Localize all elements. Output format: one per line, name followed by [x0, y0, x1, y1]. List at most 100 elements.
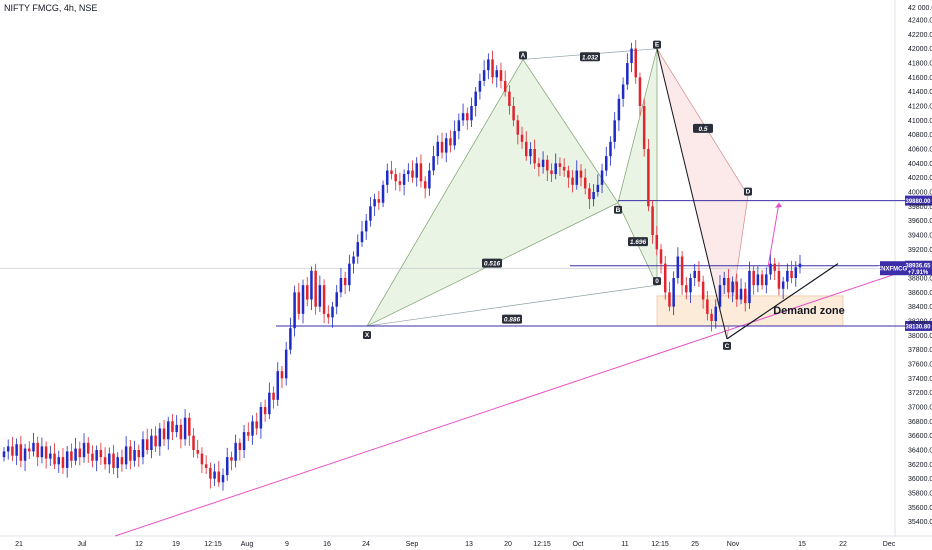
pattern-point-badge — [653, 40, 661, 49]
y-tick-label: 38800.00 — [908, 276, 932, 283]
pattern-point-badge — [653, 277, 661, 286]
x-tick-label: Sep — [406, 541, 419, 548]
y-tick-label: 40600.00 — [908, 147, 932, 154]
candle-body — [659, 249, 663, 264]
candle-body — [537, 163, 541, 167]
candle-body — [478, 80, 482, 92]
candle-body — [748, 270, 751, 304]
x-tick-label: 11 — [621, 541, 628, 548]
y-tick-label: 38400.00 — [908, 304, 932, 311]
candle-body — [116, 457, 119, 468]
y-tick-label: 38600.00 — [908, 290, 932, 297]
harmonic-bce — [617, 48, 658, 286]
candle-body — [280, 371, 284, 379]
candle-body — [592, 192, 595, 200]
current-change: +7.91% — [908, 270, 929, 276]
candle-body — [221, 475, 225, 483]
candle-body — [743, 288, 747, 304]
x-tick-label: Aug — [241, 541, 254, 548]
candle-body — [369, 206, 372, 221]
candle-body — [609, 141, 612, 157]
ratio-badge — [628, 237, 648, 247]
candle-body — [642, 106, 646, 149]
candle-body — [327, 313, 330, 318]
y-tick-label: 36000.00 — [908, 476, 932, 483]
candle-body — [120, 457, 124, 465]
candle-body — [756, 274, 760, 286]
candle-body — [516, 120, 520, 135]
candle-body — [255, 421, 258, 429]
candle-body — [626, 63, 629, 85]
pattern-point-badge — [614, 205, 622, 214]
candle-body — [200, 453, 204, 465]
ratio-badge — [580, 52, 600, 62]
candle-body — [495, 70, 499, 78]
candle-body — [356, 242, 360, 257]
pattern-point-label: X — [365, 332, 370, 339]
y-tick-label: 40800.00 — [908, 132, 932, 139]
candle-body — [714, 306, 718, 321]
candle-body — [78, 448, 82, 458]
candle-body — [234, 442, 237, 461]
candle-body — [373, 199, 376, 207]
current-value: 38936.65 — [905, 264, 931, 270]
candle-body — [251, 421, 254, 436]
pattern-point-badge — [744, 187, 752, 196]
level-badge — [905, 195, 932, 206]
candle-body — [596, 184, 600, 192]
candle-body — [765, 274, 768, 286]
candle-body — [61, 457, 65, 468]
candle-body — [541, 159, 545, 167]
y-tick-label: 37200.00 — [908, 390, 932, 397]
pattern-point-label: C — [725, 343, 730, 350]
candle-body — [680, 256, 684, 286]
y-tick-label: 39600.00 — [908, 218, 932, 225]
candle-body — [668, 292, 671, 307]
candle-body — [605, 156, 608, 171]
y-tick-label: 37000.00 — [908, 405, 932, 412]
candle-body — [331, 306, 334, 318]
candle-body — [663, 263, 667, 293]
y-top-label: 42 000.00 — [908, 5, 932, 12]
demand-zone-label: Demand zone — [773, 305, 845, 317]
candle-body — [423, 181, 427, 189]
candle-body — [272, 392, 275, 400]
harmonic-xab — [366, 58, 619, 327]
chart-title: NIFTY FMCG, 4h, NSE — [4, 3, 98, 13]
candle-body — [133, 450, 136, 461]
candle-body — [318, 285, 322, 307]
level-badge-label: 39880.00 — [905, 199, 931, 205]
candle-body — [651, 206, 654, 235]
candle-body — [701, 281, 705, 300]
y-tick-label: 39800.00 — [908, 204, 932, 211]
candle-body — [188, 417, 191, 436]
candle-body — [154, 435, 157, 447]
candle-body — [722, 278, 726, 286]
y-tick-label: 35800.00 — [908, 491, 932, 498]
candle-body — [440, 141, 444, 153]
target-arrow-line — [767, 202, 780, 268]
candle-body — [364, 220, 368, 232]
ratio-badge — [502, 314, 522, 324]
ratio-label: 1.032 — [582, 54, 599, 61]
pattern-point-badge — [363, 331, 371, 340]
candle-body — [352, 256, 355, 264]
x-tick-label: 12 — [135, 541, 143, 548]
candle-body — [621, 84, 625, 99]
y-tick-label: 37800.00 — [908, 347, 932, 354]
y-tick-label: 42200.00 — [908, 32, 932, 39]
candle-body — [693, 270, 696, 278]
harmonic-leg — [656, 48, 728, 340]
y-tick-label: 39400.00 — [908, 233, 932, 240]
y-tick-label: 41400.00 — [908, 89, 932, 96]
candle-body — [86, 442, 90, 454]
candle-body — [466, 113, 469, 121]
x-tick-label: Oct — [573, 541, 584, 548]
target-arrow-head — [775, 202, 782, 208]
y-tick-label: 37400.00 — [908, 376, 932, 383]
candle-body — [36, 442, 39, 458]
candle-body — [209, 467, 212, 479]
pattern-point-label: B — [616, 207, 621, 214]
candle-body — [419, 163, 423, 182]
